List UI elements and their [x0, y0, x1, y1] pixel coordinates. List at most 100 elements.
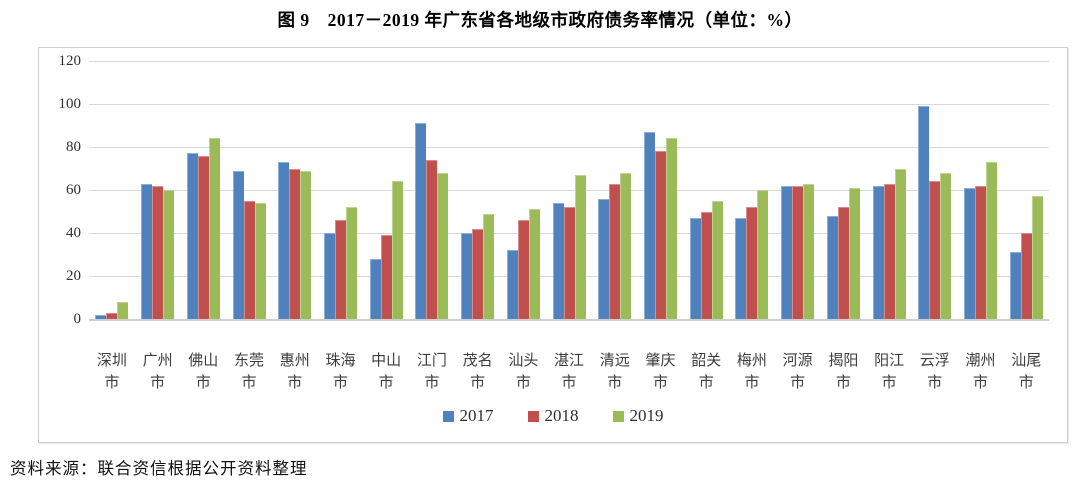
- x-label-惠州市: 惠州 市: [279, 353, 310, 391]
- bar-广州市-2018: [152, 185, 164, 319]
- bar-佛山市-2017: [186, 153, 198, 319]
- legend-item-2017: 2017: [442, 406, 494, 426]
- bar-潮州市-2017: [964, 187, 976, 319]
- chart-title: 图 9 2017－2019 年广东省各地级市政府债务率情况（单位：%）: [277, 10, 803, 30]
- legend-item-2019: 2019: [612, 406, 664, 426]
- bar-珠海市-2018: [334, 220, 346, 319]
- bar-东莞市-2017: [232, 170, 244, 319]
- bar-湛江市-2017: [552, 202, 564, 319]
- bar-group-东莞市: [226, 61, 272, 319]
- bar-group-肇庆市: [638, 61, 684, 319]
- bar-佛山市-2018: [197, 155, 209, 319]
- x-label-湛江市: 湛江 市: [554, 353, 585, 391]
- legend-label-2017: 2017: [459, 406, 494, 425]
- x-label-韶关市: 韶关 市: [691, 353, 722, 391]
- x-label-佛山市: 佛山 市: [188, 353, 219, 391]
- bar-茂名市-2019: [483, 213, 495, 319]
- bar-group-汕头市: [500, 61, 546, 319]
- bar-云浮市-2017: [918, 106, 930, 319]
- legend-item-2018: 2018: [527, 406, 579, 426]
- bar-珠海市-2017: [323, 233, 335, 319]
- bar-河源市-2019: [803, 183, 815, 319]
- bar-group-阳江市: [866, 61, 912, 319]
- bar-深圳市-2019: [117, 301, 129, 319]
- y-tick-label-40: 40: [66, 225, 81, 241]
- bar-中山市-2017: [369, 258, 381, 319]
- gridline-y60: [89, 190, 1049, 191]
- bar-阳江市-2018: [883, 183, 895, 319]
- bar-group-茂名市: [455, 61, 501, 319]
- bar-group-梅州市: [729, 61, 775, 319]
- x-label-汕头市: 汕头 市: [508, 353, 539, 391]
- x-label-汕尾市: 汕尾 市: [1011, 353, 1042, 391]
- bar-清远市-2018: [609, 183, 621, 319]
- x-axis-labels: 深圳 市广州 市佛山 市东莞 市惠州 市珠海 市中山 市江门 市茂名 市汕头 市…: [89, 350, 1049, 394]
- bar-韶关市-2019: [711, 200, 723, 319]
- x-label-云浮市: 云浮 市: [919, 353, 950, 391]
- x-label-河源市: 河源 市: [782, 353, 813, 391]
- bar-广州市-2017: [141, 183, 153, 319]
- x-label-茂名市: 茂名 市: [462, 353, 493, 391]
- bar-阳江市-2019: [894, 168, 906, 319]
- bar-group-江门市: [409, 61, 455, 319]
- y-tick-label-0: 0: [73, 311, 82, 327]
- bar-肇庆市-2019: [665, 138, 677, 319]
- x-label-东莞市: 东莞 市: [234, 353, 265, 391]
- source-note: 资料来源：联合资信根据公开资料整理: [10, 459, 308, 478]
- bar-group-深圳市: [89, 61, 135, 319]
- bar-深圳市-2017: [95, 314, 107, 319]
- y-tick-label-120: 120: [58, 53, 82, 69]
- bar-揭阳市-2018: [837, 207, 849, 319]
- bar-清远市-2019: [620, 172, 632, 319]
- legend-label-2019: 2019: [629, 406, 664, 425]
- bar-group-韶关市: [683, 61, 729, 319]
- x-label-江门市: 江门 市: [416, 353, 447, 391]
- gridline-y80: [89, 147, 1049, 148]
- bar-惠州市-2017: [278, 162, 290, 319]
- bar-江门市-2019: [437, 172, 449, 319]
- bar-汕尾市-2017: [1009, 252, 1021, 319]
- bar-group-佛山市: [180, 61, 226, 319]
- bar-group-汕尾市: [1003, 61, 1049, 319]
- bar-江门市-2017: [415, 123, 427, 319]
- bar-group-珠海市: [318, 61, 364, 319]
- bar-东莞市-2018: [243, 200, 255, 319]
- x-label-中山市: 中山 市: [371, 353, 402, 391]
- legend-swatch-2018: [527, 410, 539, 422]
- y-tick-label-60: 60: [66, 182, 81, 198]
- bar-揭阳市-2019: [848, 187, 860, 319]
- bar-汕头市-2019: [528, 209, 540, 319]
- bar-河源市-2017: [781, 185, 793, 319]
- bars-layer: [89, 61, 1049, 319]
- plot-area: [89, 61, 1049, 321]
- bar-清远市-2017: [598, 198, 610, 319]
- bar-梅州市-2018: [746, 207, 758, 319]
- legend-swatch-2017: [442, 410, 454, 422]
- chart-frame: 深圳 市广州 市佛山 市东莞 市惠州 市珠海 市中山 市江门 市茂名 市汕头 市…: [38, 47, 1068, 443]
- gridline-y100: [89, 104, 1049, 105]
- bar-group-揭阳市: [821, 61, 867, 319]
- x-label-广州市: 广州 市: [142, 353, 173, 391]
- bar-汕尾市-2018: [1020, 233, 1032, 319]
- y-tick-label-20: 20: [66, 268, 81, 284]
- bar-汕尾市-2019: [1031, 196, 1043, 319]
- bar-韶关市-2017: [689, 217, 701, 319]
- x-label-深圳市: 深圳 市: [96, 353, 127, 391]
- bar-肇庆市-2017: [643, 131, 655, 319]
- bar-梅州市-2017: [735, 217, 747, 319]
- bar-阳江市-2017: [872, 185, 884, 319]
- bar-珠海市-2019: [345, 207, 357, 319]
- bar-茂名市-2017: [461, 233, 473, 319]
- legend-label-2018: 2018: [544, 406, 579, 425]
- x-label-肇庆市: 肇庆 市: [645, 353, 676, 391]
- bar-云浮市-2018: [929, 181, 941, 319]
- bar-佛山市-2019: [208, 138, 220, 319]
- bar-深圳市-2018: [106, 312, 118, 319]
- legend-swatch-2019: [612, 410, 624, 422]
- bar-group-惠州市: [272, 61, 318, 319]
- gridline-y0: [89, 319, 1049, 321]
- x-label-阳江市: 阳江 市: [874, 353, 905, 391]
- bar-湛江市-2019: [574, 174, 586, 319]
- bar-惠州市-2018: [289, 168, 301, 319]
- y-tick-label-100: 100: [58, 96, 82, 112]
